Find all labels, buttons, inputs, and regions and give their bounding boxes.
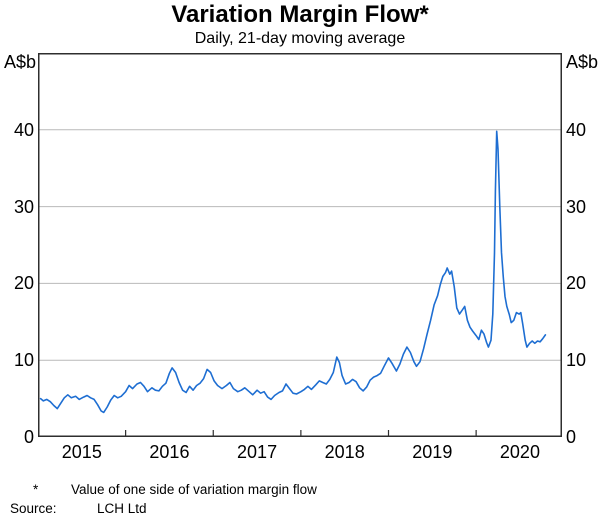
line-chart-canvas (38, 53, 562, 437)
y-tick-label-left-30: 30 (13, 196, 34, 217)
plot-border (38, 53, 562, 437)
chart-subtitle: Daily, 21-day moving average (194, 30, 406, 47)
footnote-text: Value of one side of variation margin fl… (71, 482, 317, 497)
data-line-series-0 (39, 130, 547, 414)
y-tick-label-left-0: 0 (23, 427, 34, 447)
y-axis-unit-left: A$b (3, 52, 36, 72)
chart-title: Variation Margin Flow* (171, 1, 429, 28)
y-tick-label-right-0: 0 (566, 427, 577, 447)
x-tick-label-2020: 2020 (499, 442, 540, 462)
y-tick-label-left-40: 40 (13, 119, 34, 140)
x-tick-label-2018: 2018 (324, 442, 365, 462)
y-tick-label-left-10: 10 (13, 350, 34, 371)
source-label: Source: (10, 501, 57, 516)
plot-area (38, 53, 562, 437)
y-tick-label-left-20: 20 (13, 273, 34, 294)
x-tick-label-2016: 2016 (149, 442, 190, 462)
y-axis-unit-right: A$b (566, 52, 599, 72)
x-tick-label-2017: 2017 (237, 442, 278, 462)
x-tick-label-2015: 2015 (61, 442, 102, 462)
y-tick-label-right-20: 20 (566, 273, 587, 294)
x-tick-label-2019: 2019 (412, 442, 453, 462)
y-tick-label-right-40: 40 (566, 119, 587, 140)
source-text: LCH Ltd (97, 501, 147, 516)
y-tick-label-right-10: 10 (566, 350, 587, 371)
y-tick-label-right-30: 30 (566, 196, 587, 217)
footnote-marker: * (33, 482, 39, 497)
